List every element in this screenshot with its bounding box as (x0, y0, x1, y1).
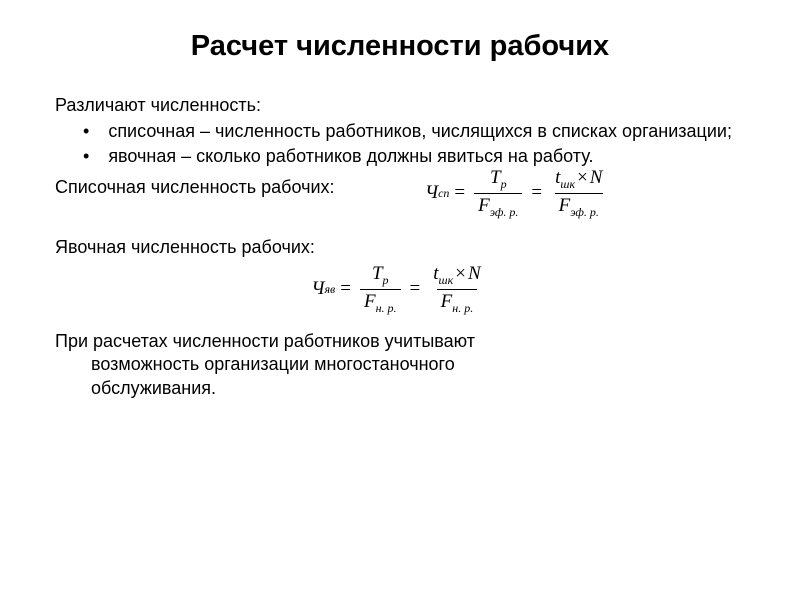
formula-sub: эф. р. (570, 204, 599, 218)
conclusion-line: возможность организации многостаночного (55, 354, 455, 374)
formula-row-1: Списочная численность рабочих: Чсп = Tр … (55, 177, 745, 198)
formula-sub: р (383, 273, 389, 287)
equals-sign: = (454, 182, 465, 204)
equals-sign: = (410, 278, 421, 300)
list-item: списочная – численность работников, числ… (55, 120, 745, 143)
formula-var: F (364, 291, 376, 312)
formula-sub: сп (438, 186, 449, 201)
formula-var: Ч (425, 182, 438, 204)
formula-label-1: Списочная численность рабочих: (55, 177, 335, 197)
spacer (55, 198, 745, 236)
times-sign: × (455, 263, 466, 284)
definition-list: списочная – численность работников, числ… (55, 120, 745, 169)
formula-var: T (372, 263, 383, 284)
formula-sub: р (501, 177, 507, 191)
formula-row-2: Чяв = Tр Fн. р. = tшк×N Fн. р. (55, 263, 745, 316)
conclusion-text: При расчетах численности работников учит… (55, 330, 745, 400)
formula-var: F (478, 195, 490, 216)
formula-var: T (490, 167, 501, 188)
formula-var: Ч (311, 278, 324, 300)
formula-var: F (441, 291, 453, 312)
formula-var: N (468, 263, 481, 284)
formula-sub: эф. р. (490, 204, 519, 218)
conclusion-line: При расчетах численности работников учит… (55, 331, 475, 351)
equals-sign: = (340, 278, 351, 300)
formula-var: N (590, 167, 603, 188)
formula-var: F (559, 195, 571, 216)
equals-sign: = (531, 182, 542, 204)
formula-1: Чсп = Tр Fэф. р. = tшк×N Fэф. р. (425, 167, 610, 220)
formula-sub: н. р. (376, 301, 397, 315)
formula-2: Чяв = Tр Fн. р. = tшк×N Fн. р. (311, 263, 488, 316)
formula-sub: шк (439, 273, 454, 287)
formula-sub: яв (324, 282, 335, 297)
conclusion-line: обслуживания. (55, 378, 216, 398)
list-item: явочная – сколько работников должны явит… (55, 145, 745, 168)
times-sign: × (577, 167, 588, 188)
formula-sub: н. р. (452, 301, 473, 315)
formula-sub: шк (560, 177, 575, 191)
fraction: Tр Fэф. р. (474, 167, 522, 220)
formula-label-2: Явочная численность рабочих: (55, 236, 745, 259)
intro-text: Различают численность: (55, 95, 745, 116)
fraction: tшк×N Fэф. р. (551, 167, 606, 220)
fraction: tшк×N Fн. р. (429, 263, 484, 316)
fraction: Tр Fн. р. (360, 263, 401, 316)
page-title: Расчет численности рабочих (55, 30, 745, 63)
